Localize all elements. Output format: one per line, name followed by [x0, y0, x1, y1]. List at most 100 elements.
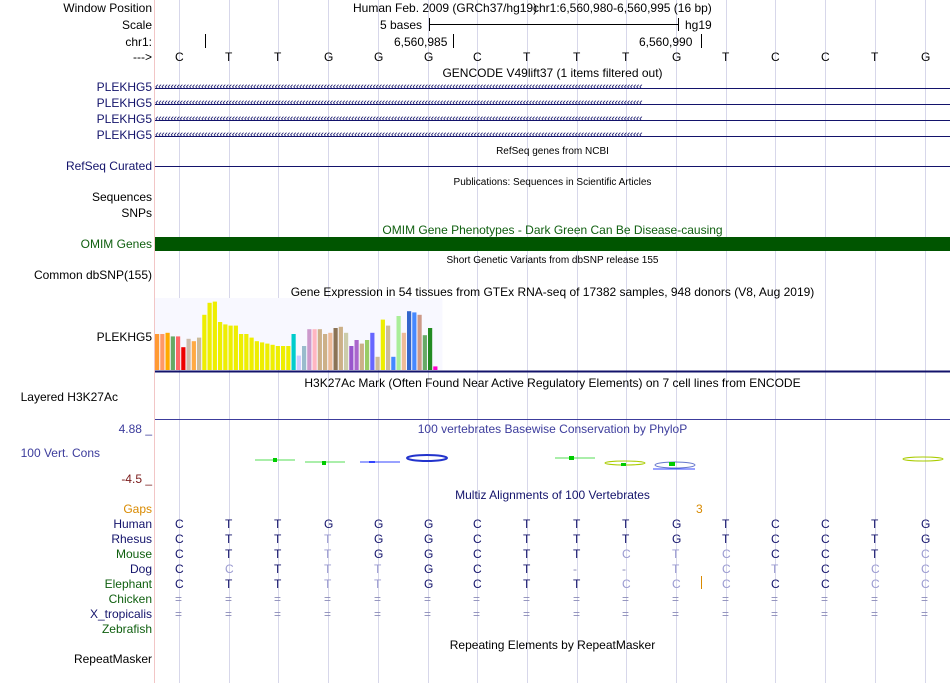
gtex-gene-label[interactable]: PLEKHG5 — [96, 330, 152, 344]
refseq-track-label[interactable]: RefSeq Curated — [65, 159, 152, 173]
gencode-item-label[interactable]: PLEKHG5 — [96, 96, 152, 110]
alignment-base: = — [771, 607, 779, 621]
alignment-base: T — [225, 517, 233, 531]
alignment-base: T — [672, 547, 680, 561]
gtex-tissue-bar — [407, 311, 412, 370]
gencode-track-title[interactable]: GENCODE V49lift37 (1 items filtered out) — [442, 66, 663, 80]
alignment-base: T — [871, 517, 879, 531]
omim-track-title[interactable]: OMIM Gene Phenotypes - Dark Green Can Be… — [382, 223, 723, 237]
alignment-base: = — [771, 592, 779, 606]
alignment-base: T — [722, 517, 730, 531]
alignment-base: T — [871, 532, 879, 546]
alignment-base: - — [622, 562, 626, 576]
alignment-base: C — [672, 577, 681, 591]
omim-track-label[interactable]: OMIM Genes — [80, 237, 152, 251]
alignment-base: C — [225, 562, 234, 576]
ruler-mark — [205, 34, 206, 48]
gencode-item-label[interactable]: PLEKHG5 — [96, 80, 152, 94]
refseq-gene-line[interactable] — [155, 166, 950, 167]
gencode-item-label[interactable]: PLEKHG5 — [96, 112, 152, 126]
dbsnp-track-label[interactable]: Common dbSNP(155) — [33, 268, 152, 282]
alignment-base: T — [324, 547, 332, 561]
alignment-base: = — [921, 592, 929, 606]
gencode-transcript-line[interactable] — [155, 88, 950, 89]
alignment-base: T — [523, 532, 531, 546]
gtex-tissue-bar — [170, 336, 175, 370]
base-gridline — [726, 0, 727, 683]
repeatmasker-track-title[interactable]: Repeating Elements by RepeatMasker — [449, 638, 656, 652]
alignment-base: = — [871, 607, 879, 621]
alignment-base: C — [771, 577, 780, 591]
gencode-transcript-line[interactable] — [155, 136, 950, 137]
gtex-tissue-bar — [296, 355, 301, 370]
ruler-mark — [429, 24, 678, 25]
gtex-tissue-bar — [428, 328, 433, 370]
reference-base: C — [473, 50, 482, 64]
gtex-tissue-bar — [302, 346, 307, 370]
publications-track-title[interactable]: Publications: Sequences in Scientific Ar… — [453, 177, 652, 188]
track-image-area[interactable]: Human Feb. 2009 (GRCh37/hg19) chr1:6,560… — [155, 0, 950, 683]
h3k27ac-track-label[interactable]: Layered H3K27Ac — [20, 390, 118, 404]
alignment-base: = — [473, 607, 481, 621]
dbsnp-track-title[interactable]: Short Genetic Variants from dbSNP releas… — [446, 255, 659, 266]
gencode-item-label[interactable]: PLEKHG5 — [96, 128, 152, 142]
phylop-ymax-label: 4.88 _ — [118, 422, 152, 436]
scale-label: Scale — [121, 18, 152, 32]
gtex-tissue-bar — [291, 334, 296, 370]
gtex-tissue-bar — [233, 325, 238, 370]
phylop-conservation-plot[interactable] — [155, 0, 950, 683]
publications-track-label[interactable]: Sequences — [91, 190, 152, 204]
alignment-base: = — [722, 592, 730, 606]
alignment-base: = — [622, 607, 630, 621]
base-gridline — [626, 0, 627, 683]
base-gridline — [527, 0, 528, 683]
gtex-tissue-bar — [212, 301, 217, 370]
strand-chevrons: ‹‹‹‹‹‹‹‹‹‹‹‹‹‹‹‹‹‹‹‹‹‹‹‹‹‹‹‹‹‹‹‹‹‹‹‹‹‹‹‹… — [155, 81, 643, 93]
ruler-mark — [678, 18, 679, 31]
alignment-base: = — [324, 607, 332, 621]
alignment-base: C — [622, 577, 631, 591]
multiz-track-title[interactable]: Multiz Alignments of 100 Vertebrates — [455, 488, 650, 502]
gtex-tissue-bar — [202, 314, 207, 370]
phylop-ymin-label: -4.5 _ — [121, 472, 152, 486]
gtex-tissue-bar — [281, 346, 286, 370]
alignment-base: = — [523, 607, 531, 621]
h3k27ac-track-title[interactable]: H3K27Ac Mark (Often Found Near Active Re… — [304, 376, 801, 390]
reference-base: T — [523, 50, 531, 64]
gencode-transcript-line[interactable] — [155, 120, 950, 121]
gtex-tissue-bar — [181, 347, 186, 370]
alignment-base: C — [622, 547, 631, 561]
alignment-base: C — [473, 562, 482, 576]
gtex-track-title[interactable]: Gene Expression in 54 tissues from GTEx … — [290, 285, 815, 299]
ruler-tick-label: 6,560,985 — [394, 35, 448, 49]
alignment-base: = — [274, 592, 282, 606]
gtex-expression-chart[interactable] — [155, 0, 950, 683]
alignment-base: C — [175, 517, 184, 531]
gtex-tissue-bar — [354, 340, 359, 370]
alignment-base: = — [622, 592, 630, 606]
alignment-base: = — [274, 607, 282, 621]
alignment-base: = — [672, 592, 680, 606]
gtex-tissue-bar — [223, 324, 228, 370]
alignment-base: T — [274, 547, 282, 561]
alignment-base: C — [921, 547, 930, 561]
snps-label[interactable]: SNPs — [121, 206, 152, 220]
repeatmasker-track-label[interactable]: RepeatMasker — [73, 652, 152, 666]
alignment-base: C — [473, 517, 482, 531]
refseq-track-title[interactable]: RefSeq genes from NCBI — [496, 146, 609, 157]
alignment-base: = — [324, 592, 332, 606]
phylop-track-label[interactable]: 100 Vert. Cons — [20, 446, 100, 460]
alignment-base: = — [473, 592, 481, 606]
gap-count: 3 — [696, 502, 703, 516]
alignment-base: = — [821, 592, 829, 606]
alignment-base: C — [871, 562, 880, 576]
alignment-base: - — [573, 562, 577, 576]
gtex-tissue-bar — [244, 334, 249, 370]
gtex-tissue-bar — [370, 332, 375, 370]
strand-chevrons: ‹‹‹‹‹‹‹‹‹‹‹‹‹‹‹‹‹‹‹‹‹‹‹‹‹‹‹‹‹‹‹‹‹‹‹‹‹‹‹‹… — [155, 129, 643, 141]
omim-phenotype-bar[interactable] — [155, 237, 950, 251]
gtex-tissue-bar — [365, 340, 370, 370]
alignment-base: T — [622, 532, 630, 546]
phylop-track-title[interactable]: 100 vertebrates Basewise Conservation by… — [417, 422, 688, 436]
gencode-transcript-line[interactable] — [155, 104, 950, 105]
